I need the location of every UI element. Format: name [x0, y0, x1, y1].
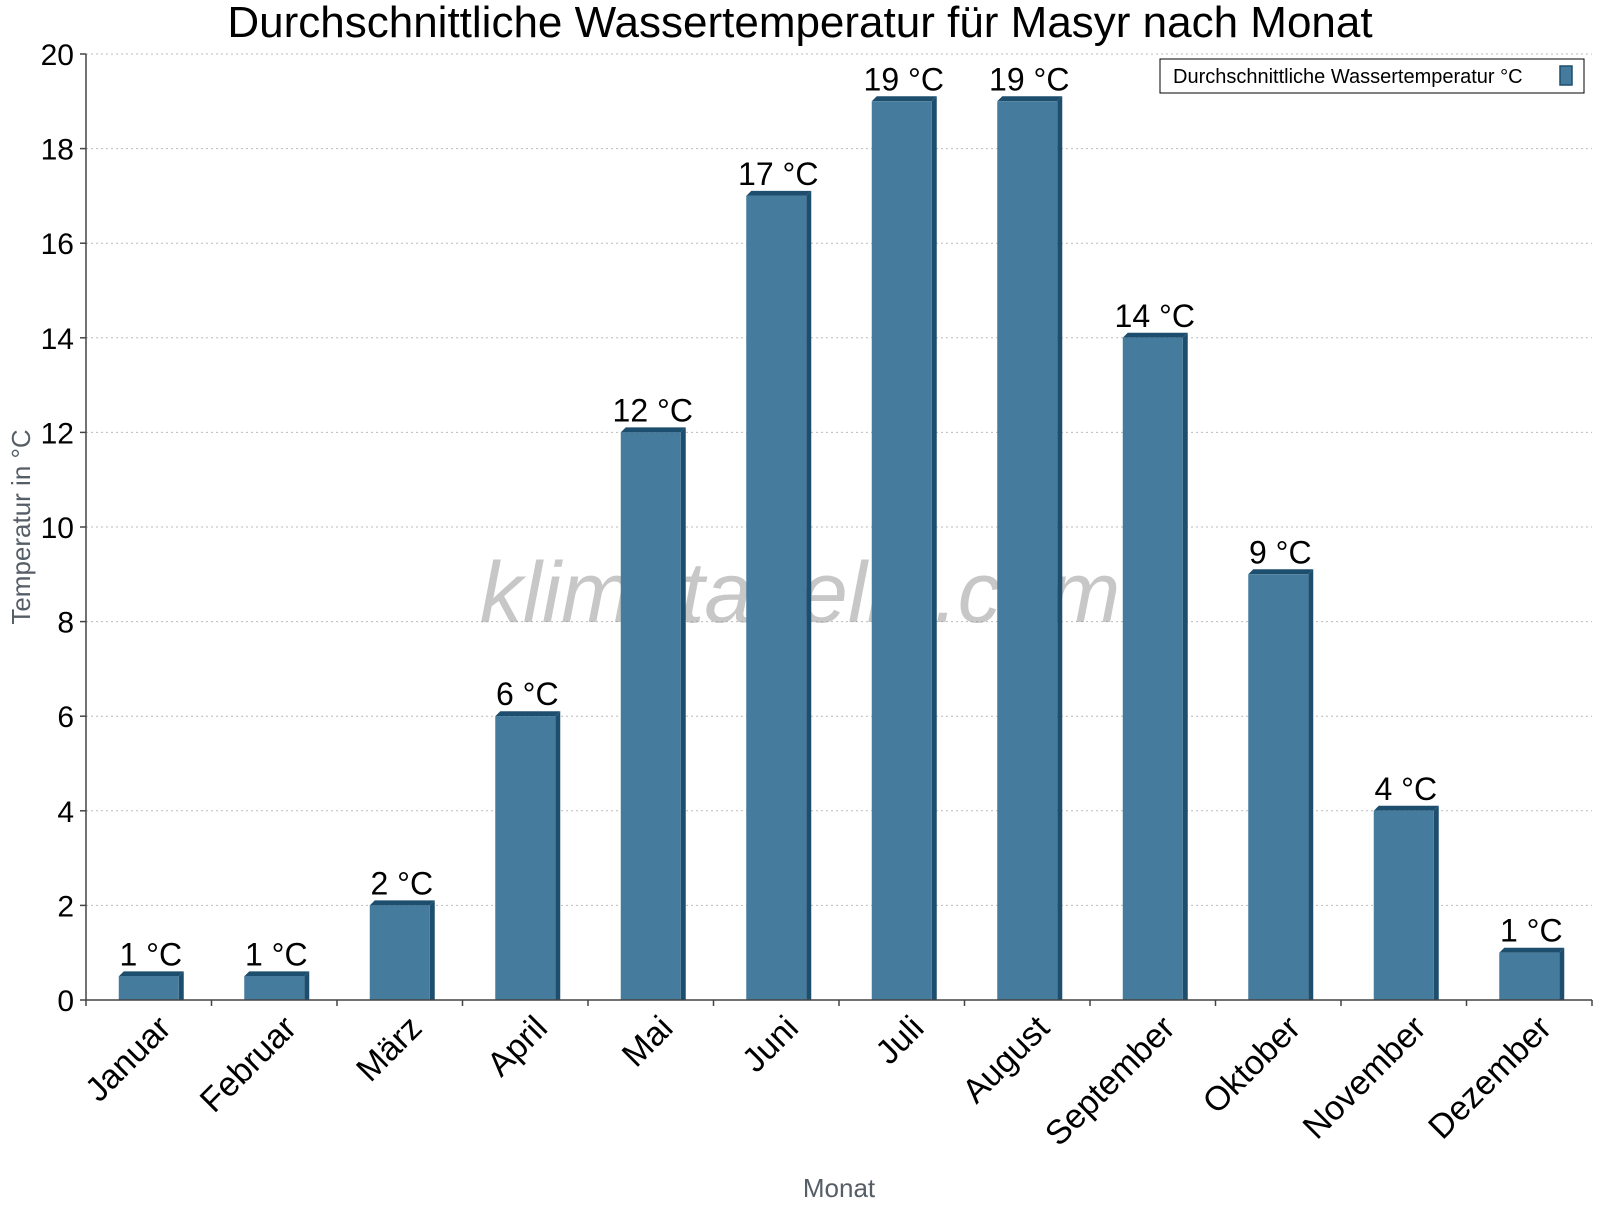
y-tick-label: 18 — [41, 134, 74, 167]
bar-value-label: 1 °C — [119, 936, 182, 972]
y-tick-label: 2 — [57, 890, 74, 923]
axes — [80, 53, 1593, 1006]
x-tick-label: März — [349, 1009, 429, 1089]
x-tick-label: Juni — [735, 1009, 806, 1080]
bar-oktober — [1248, 569, 1314, 1000]
bar-top — [369, 900, 435, 906]
bar-value-label: 19 °C — [989, 61, 1069, 97]
x-tick-label: August — [955, 1008, 1057, 1110]
y-tick-label: 6 — [57, 701, 74, 734]
bar-value-label: 12 °C — [613, 392, 693, 428]
bar-april — [495, 711, 561, 1000]
x-tick-labels: Januar Februar März April Mai Juni Juli AugustS… — [78, 1008, 1559, 1153]
y-tick-label: 0 — [57, 985, 74, 1018]
bar-top — [620, 427, 686, 433]
legend-box — [1159, 58, 1585, 94]
bar-value-label: 2 °C — [370, 865, 433, 901]
bar-side — [1559, 947, 1565, 1000]
bar-februar — [244, 971, 310, 1000]
bars — [118, 96, 1565, 1001]
x-tick-label: April — [480, 1009, 555, 1084]
bar-side — [1433, 805, 1439, 1000]
bar-september — [1122, 332, 1188, 1000]
y-tick-label: 4 — [57, 796, 74, 829]
bar-juni — [746, 190, 812, 1000]
bar-august — [997, 96, 1063, 1001]
bar-top — [1248, 569, 1314, 575]
bar-front — [1122, 337, 1183, 1000]
bar-side — [680, 427, 686, 1000]
bar-value-label: 19 °C — [864, 61, 944, 97]
x-tick-label: Dezember — [1421, 1009, 1559, 1147]
legend: Durchschnittliche Wassertemperatur °C — [1159, 58, 1585, 94]
x-tick-label: Februar — [193, 1009, 304, 1120]
bar-front — [871, 101, 932, 1001]
bar-top — [244, 971, 310, 977]
chart-title: Durchschnittliche Wassertemperatur für M… — [227, 0, 1372, 47]
bar-front — [746, 195, 807, 1000]
bar-value-label: 1 °C — [1500, 913, 1563, 949]
bar-value-label: 14 °C — [1115, 298, 1195, 334]
bar-value-label: 9 °C — [1249, 534, 1312, 570]
bar-side — [1057, 96, 1063, 1001]
bar-side — [806, 190, 812, 1000]
bar-side — [1308, 569, 1314, 1000]
bar-front — [997, 101, 1058, 1001]
bar-front — [244, 976, 305, 1000]
bar-front — [369, 905, 430, 1000]
bar-value-label: 4 °C — [1374, 771, 1437, 807]
y-tick-label: 8 — [57, 607, 74, 640]
y-axis-label: Temperatur in °C — [6, 429, 36, 624]
legend-label: Durchschnittliche Wassertemperatur °C — [1173, 66, 1523, 88]
bar-front — [1373, 810, 1434, 1000]
bar-side — [931, 96, 937, 1001]
bar-side — [304, 971, 310, 1000]
bar-top — [118, 971, 184, 977]
bar-top — [871, 96, 937, 102]
bar-märz — [369, 900, 435, 1000]
x-axis-label: Monat — [803, 1173, 876, 1200]
x-tick-label: Januar — [78, 1009, 178, 1109]
bar-dezember — [1499, 947, 1565, 1000]
bar-november — [1373, 805, 1439, 1000]
bar-top — [495, 711, 561, 717]
bar-top — [1373, 805, 1439, 811]
bar-side — [178, 971, 184, 1000]
bar-value-label: 6 °C — [496, 676, 559, 712]
y-tick-label: 12 — [41, 417, 74, 450]
bar-juli — [871, 96, 937, 1001]
bar-top — [1499, 947, 1565, 953]
bar-top — [997, 96, 1063, 102]
y-tick-label: 16 — [41, 228, 74, 261]
x-tick-label: Oktober — [1196, 1009, 1308, 1121]
bar-top — [746, 190, 812, 196]
bar-front — [1248, 574, 1309, 1000]
bar-front — [495, 716, 556, 1000]
bar-value-labels: 1 °C 1 °C 2 °C 6 °C 12 °C 17 °C 19 °C 19 °C 14 °… — [119, 61, 1562, 972]
y-tick-labels: 0 2 4 6 8 10 12 14 16 18 20 — [41, 39, 74, 1018]
bar-top — [1122, 332, 1188, 338]
x-tick-label: September — [1038, 1009, 1182, 1153]
legend-swatch — [1559, 65, 1573, 86]
bar-value-label: 1 °C — [245, 936, 308, 972]
bar-side — [429, 900, 435, 1000]
y-tick-label: 20 — [41, 39, 74, 72]
bar-front — [620, 432, 681, 1000]
bar-januar — [118, 971, 184, 1000]
bar-front — [118, 976, 179, 1000]
y-tick-label: 10 — [41, 512, 74, 545]
x-tick-label: Mai — [615, 1009, 681, 1075]
gridlines — [86, 53, 1592, 906]
bar-front — [1499, 952, 1560, 1000]
x-tick-label: Juli — [868, 1009, 931, 1072]
x-tick-label: November — [1296, 1009, 1434, 1147]
y-tick-label: 14 — [41, 323, 74, 356]
bar-mai — [620, 427, 686, 1000]
bar-value-label: 17 °C — [738, 156, 818, 192]
bar-side — [1182, 332, 1188, 1000]
bar-side — [555, 711, 561, 1000]
